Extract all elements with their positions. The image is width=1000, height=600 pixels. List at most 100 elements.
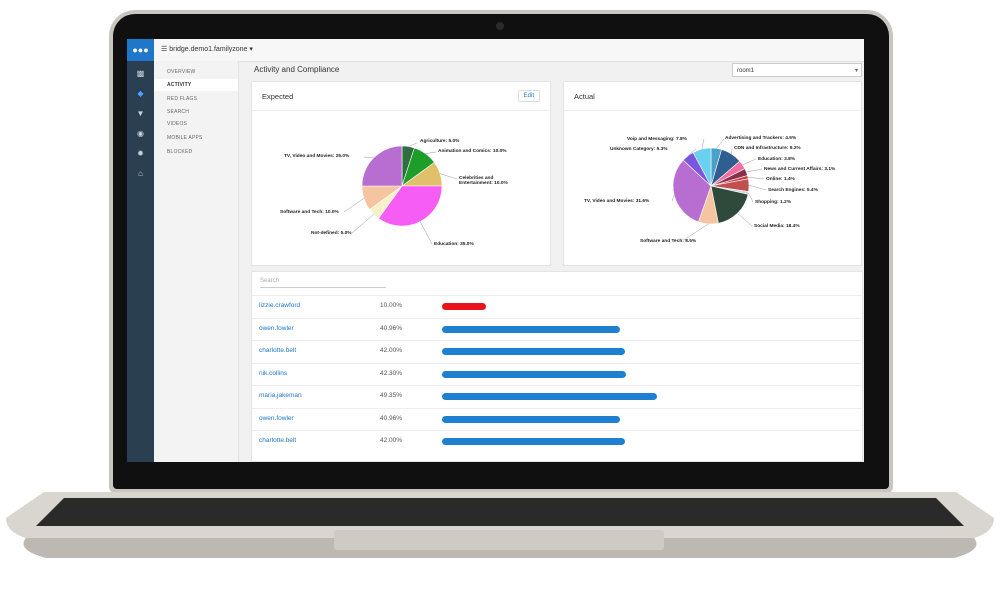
pie-slice-label: Agriculture: 5.0% — [420, 139, 460, 144]
pie-slice-label: Animation and Comics: 10.0% — [438, 149, 507, 154]
table-row[interactable]: owen.fowler 40.96% — [252, 407, 862, 431]
laptop-base — [6, 492, 994, 558]
compliance-bar — [442, 348, 625, 355]
pie-slice[interactable] — [692, 147, 712, 187]
top-bar: ●●● ☰ bridge.demo1.familyzone ▾ — [127, 39, 864, 62]
menu-icon: ☰ — [161, 46, 170, 53]
pie-slice-label: TV, Video and Movies: 31.6% — [584, 199, 650, 204]
home-icon[interactable]: ⌂ — [138, 169, 143, 178]
user-name-link[interactable]: owen.fowler — [259, 414, 294, 422]
pie-slice-label: News and Current Affairs: 3.1% — [764, 167, 836, 172]
user-percentage: 42.00% — [380, 437, 403, 444]
compliance-bar — [442, 393, 657, 400]
user-percentage: 42.30% — [380, 369, 403, 377]
user-name-link[interactable]: lizzie.crawford — [259, 302, 301, 309]
user-percentage: 42.00% — [380, 347, 403, 354]
leader-line — [748, 192, 754, 203]
user-percentage: 49.35% — [380, 392, 403, 399]
table-row[interactable]: charlotte.belt 42.00% — [252, 430, 862, 453]
user-name-link[interactable]: owen.fowler — [259, 324, 294, 332]
leader-line — [343, 198, 365, 213]
leader-line — [742, 158, 757, 166]
leader-line — [439, 173, 458, 180]
leader-line — [419, 221, 433, 245]
webcam — [496, 22, 504, 30]
expected-panel: Expected Edit Agriculture: 5.0% Animation… — [251, 81, 551, 266]
search-input[interactable]: Search — [260, 278, 386, 288]
pie-slice-label: Education: 35.0% — [434, 242, 474, 247]
compliance-bar — [442, 438, 625, 445]
table-row[interactable]: charlotte.belt 42.00% — [252, 340, 862, 363]
filter-icon[interactable]: ▼ — [136, 109, 145, 118]
user-name-link[interactable]: nik.collins — [259, 369, 288, 377]
actual-title: Actual — [574, 92, 595, 101]
pie-slice-label: TV, Video and Movies: 25.0% — [284, 154, 350, 159]
user-compliance-list: Search lizzie.crawford 10.00% owen.fowler 4… — [251, 271, 863, 462]
pie-slice[interactable] — [361, 145, 403, 187]
actual-panel: Actual Advertising and Trackers: 4.5% CDN… — [563, 81, 862, 266]
compliance-bar — [442, 415, 621, 423]
chart-icon[interactable]: ▩ — [136, 69, 145, 78]
sidebar-nav: OVERVIEW ACTIVITY RED FLAGS SEARCH VIDEO… — [154, 61, 239, 462]
user-percentage: 40.96% — [380, 324, 403, 332]
icon-rail: ▩ ◆ ▼ ◉ ✹ ⌂ — [127, 61, 154, 462]
compliance-bar — [442, 325, 621, 333]
sidebar-item-red-flags[interactable]: RED FLAGS — [167, 96, 198, 102]
pie-slice-label: Not-defined: 5.0% — [311, 231, 352, 236]
shield-icon[interactable]: ◆ — [137, 89, 144, 98]
pie-slice-label: Software and Tech: 10.0% — [280, 210, 339, 215]
leader-line — [737, 213, 753, 227]
gears-icon[interactable]: ✹ — [137, 149, 144, 158]
pie-slice-label: Unknown Category: 5.3% — [610, 147, 668, 152]
familyzone-logo-icon[interactable]: ●●● — [127, 39, 154, 61]
sidebar-item-activity[interactable]: ACTIVITY — [154, 79, 238, 91]
expected-pie-chart — [343, 142, 458, 245]
chevron-down-icon: ▾ — [247, 46, 253, 53]
sidebar-item-overview[interactable]: OVERVIEW — [167, 69, 196, 75]
leader-line — [747, 176, 765, 180]
leader-line — [351, 214, 374, 234]
pie-slice-label: Voip and Messaging: 7.8% — [627, 137, 687, 142]
pie-slice-label: Education: 3.8% — [758, 157, 796, 162]
pie-slice-label: Software and Tech: 8.5% — [640, 239, 697, 244]
pie-slice-label: Online: 1.4% — [766, 177, 795, 182]
page-title: Activity and Compliance — [254, 65, 340, 74]
table-row[interactable]: maria.jakeman 49.35% — [252, 385, 862, 408]
sidebar-item-mobile-apps[interactable]: MOBILE APPS — [167, 135, 203, 141]
table-row[interactable]: owen.fowler 40.96% — [252, 317, 862, 341]
leader-line — [716, 138, 725, 149]
leader-line — [746, 168, 763, 173]
divider — [564, 110, 861, 111]
leader-line — [701, 138, 705, 150]
pie-slice-label: Social Media: 18.4% — [754, 224, 800, 229]
leader-line — [408, 142, 418, 147]
sidebar-item-videos[interactable]: VIDEOS — [167, 121, 188, 127]
user-name-link[interactable]: charlotte.belt — [259, 347, 297, 354]
compliance-bar — [442, 370, 626, 378]
pie-slice[interactable] — [378, 185, 443, 227]
sidebar-item-blocked[interactable]: BLOCKED — [167, 149, 193, 155]
leader-line — [363, 156, 374, 158]
pie-slice-label: Celebrities and Entertainment: 10.0% — [459, 176, 508, 186]
pie-slice-label: CDN and Infrastructure: 9.2% — [734, 146, 801, 151]
user-name-link[interactable]: charlotte.belt — [259, 437, 297, 444]
table-row[interactable]: lizzie.crawford 10.00% — [252, 295, 862, 318]
table-row[interactable]: nik.collins 42.30% — [252, 362, 862, 386]
pie-slice[interactable] — [672, 159, 712, 223]
leader-line — [748, 184, 767, 191]
main-content: Activity and Compliance room1 ▾ Expected… — [248, 61, 864, 462]
room-select[interactable]: room1 ▾ — [732, 63, 862, 77]
domain-label: bridge.demo1.familyzone — [169, 46, 248, 53]
app-screen: ●●● ☰ bridge.demo1.familyzone ▾ ▩ ◆ ▼ ◉ … — [127, 39, 864, 462]
edit-button[interactable]: Edit — [517, 90, 540, 102]
user-name-link[interactable]: maria.jakeman — [259, 392, 302, 399]
leader-line — [671, 195, 675, 202]
pie-slice-label: Advertising and Trackers: 4.5% — [725, 136, 797, 141]
sidebar-item-search[interactable]: SEARCH — [167, 109, 190, 115]
domain-selector[interactable]: ☰ bridge.demo1.familyzone ▾ — [161, 45, 253, 53]
actual-pie-chart — [671, 138, 767, 241]
user-percentage: 40.96% — [380, 414, 403, 422]
globe-icon[interactable]: ◉ — [137, 129, 144, 138]
user-percentage: 10.00% — [380, 302, 403, 309]
pie-slice[interactable] — [710, 185, 749, 224]
